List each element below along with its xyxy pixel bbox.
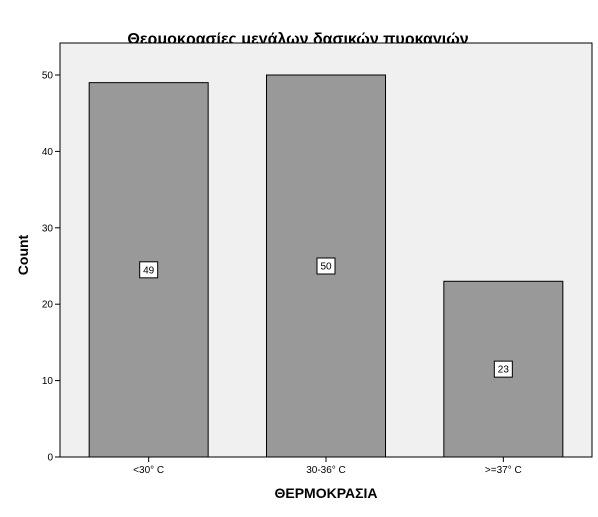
- data-label-box: [139, 261, 159, 279]
- y-tick-label: 0: [47, 453, 53, 464]
- data-label: 49: [143, 265, 155, 276]
- data-label-box: [493, 360, 513, 378]
- x-tick-label: 30-36° C: [306, 465, 346, 476]
- data-label: 23: [498, 365, 510, 376]
- y-tick-label: 20: [42, 300, 54, 311]
- y-tick-label: 40: [42, 147, 54, 158]
- x-tick-label: <30° C: [133, 465, 164, 476]
- y-tick-label: 30: [42, 223, 54, 234]
- y-axis: 0 10 20 30 40 50: [42, 71, 60, 464]
- y-tick-label: 10: [42, 376, 54, 387]
- x-axis: <30° C 30-36° C >=37° C: [133, 457, 522, 476]
- bars: 49 50 23: [88, 74, 564, 458]
- data-label-box: [316, 257, 336, 275]
- y-tick-label: 50: [42, 71, 54, 82]
- y-axis-title: Count: [15, 234, 31, 275]
- data-label: 50: [320, 262, 332, 273]
- x-tick-label: >=37° C: [485, 465, 522, 476]
- x-axis-title: ΘΕΡΜΟΚΡΑΣΙΑ: [274, 485, 377, 501]
